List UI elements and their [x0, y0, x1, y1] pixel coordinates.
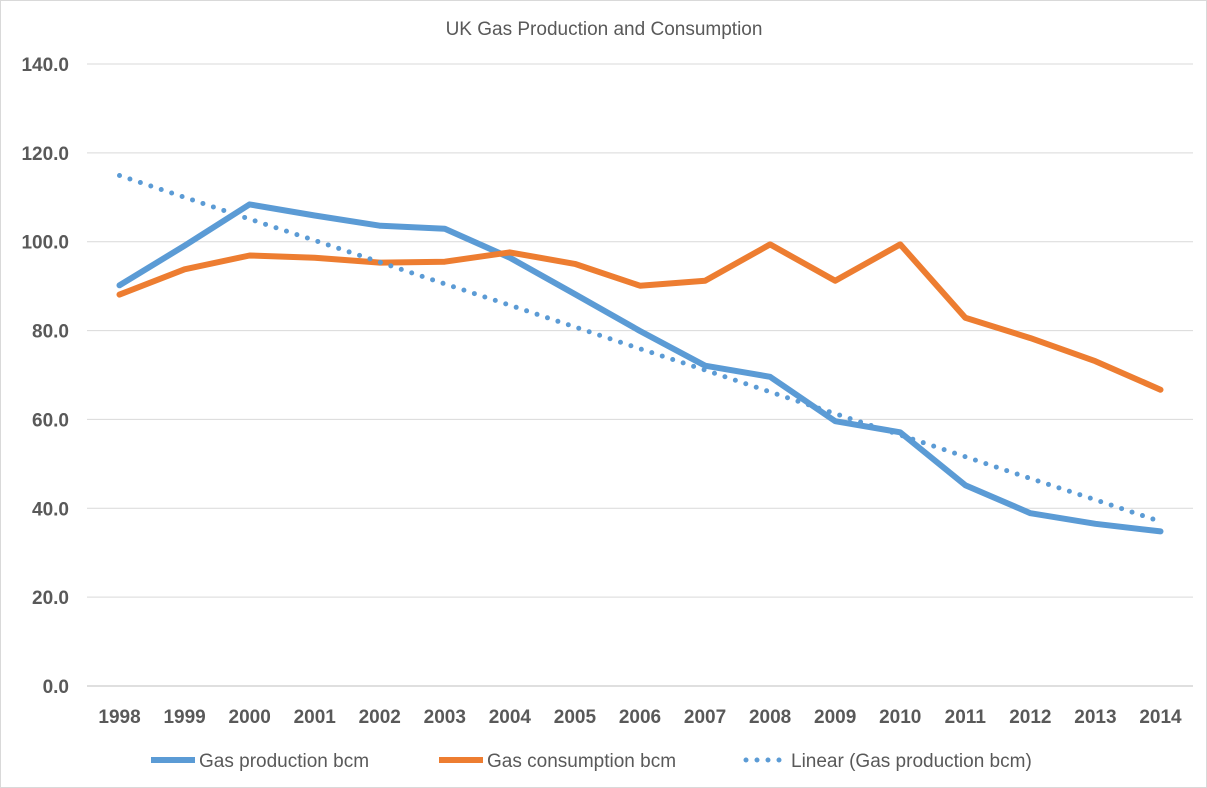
- series-lines: [116, 173, 1164, 535]
- x-tick-label: 2004: [489, 707, 532, 728]
- y-tick-label: 120.0: [21, 144, 69, 165]
- x-tick-label: 2006: [619, 707, 661, 728]
- legend-label-2: Linear (Gas production bcm): [791, 751, 1032, 772]
- y-tick-label: 140.0: [21, 55, 69, 76]
- x-tick-label: 2000: [229, 707, 271, 728]
- x-axis-ticks: 1998 1999 2000 2001 2002 2003 2004 2005 2006 2007…: [98, 707, 1182, 728]
- chart-title: UK Gas Production and Consumption: [446, 19, 763, 40]
- gridlines: [87, 63, 1193, 687]
- x-tick-label: 2001: [294, 707, 337, 728]
- x-tick-label: 2007: [684, 707, 726, 728]
- legend-label-0: Gas production bcm: [199, 751, 369, 772]
- y-axis-ticks: 0.0 20.0 40.0 60.0 80.0 100.0 120.0 140.0: [21, 55, 69, 698]
- y-tick-label: 0.0: [43, 677, 69, 698]
- legend-label-1: Gas consumption bcm: [487, 751, 676, 772]
- x-tick-label: 1998: [98, 707, 140, 728]
- x-tick-label: 2009: [814, 707, 856, 728]
- x-tick-label: 2005: [554, 707, 597, 728]
- x-tick-label: 2014: [1139, 707, 1182, 728]
- legend: Gas production bcm Gas consumption bcm Lin…: [151, 751, 1032, 772]
- x-tick-label: 2003: [424, 707, 466, 728]
- x-tick-label: 2013: [1074, 707, 1116, 728]
- y-tick-label: 60.0: [32, 410, 69, 431]
- y-tick-label: 40.0: [32, 499, 69, 520]
- series-line-1: [116, 241, 1164, 393]
- y-tick-label: 80.0: [32, 322, 69, 343]
- series-line-0: [116, 201, 1164, 535]
- x-tick-label: 2010: [879, 707, 921, 728]
- series-line-2: [117, 173, 1163, 525]
- y-tick-label: 20.0: [32, 588, 69, 609]
- x-tick-label: 2011: [945, 707, 987, 728]
- y-tick-label: 100.0: [21, 233, 69, 254]
- x-tick-label: 2008: [749, 707, 791, 728]
- x-tick-label: 1999: [163, 707, 205, 728]
- x-tick-label: 2002: [359, 707, 401, 728]
- x-tick-label: 2012: [1009, 707, 1051, 728]
